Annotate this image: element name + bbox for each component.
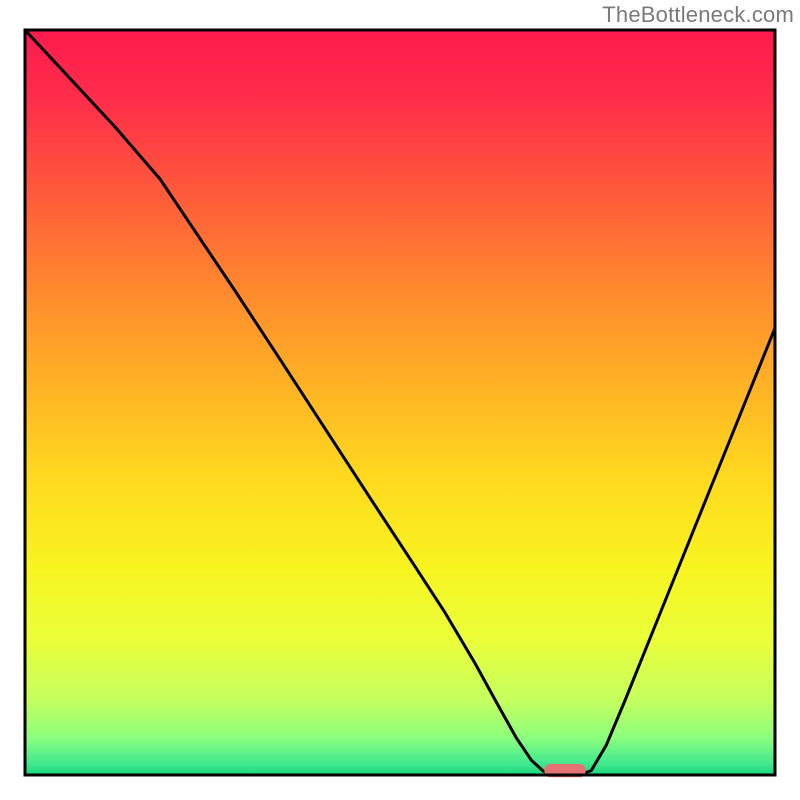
chart-svg (0, 0, 800, 800)
chart-container: TheBottleneck.com (0, 0, 800, 800)
watermark-text: TheBottleneck.com (602, 2, 794, 28)
plot-background (25, 30, 775, 775)
